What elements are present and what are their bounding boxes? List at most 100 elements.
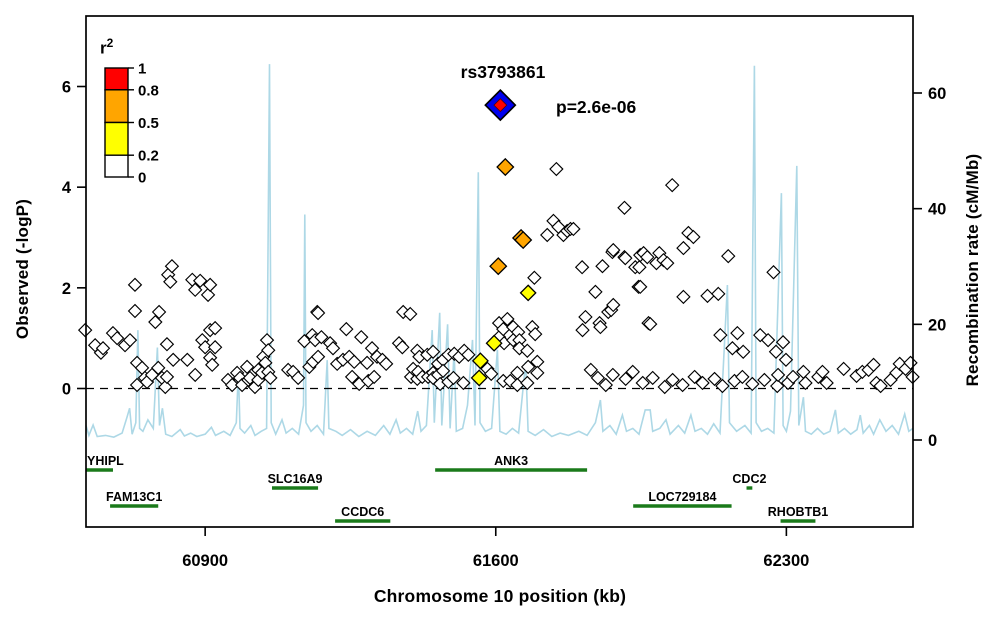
snp-point bbox=[617, 200, 632, 216]
snp-point bbox=[314, 329, 329, 345]
snp-point-r2-02-05 bbox=[470, 369, 488, 387]
snp-point bbox=[588, 284, 603, 300]
snp-point bbox=[461, 347, 476, 362]
gene-label-YHIPL: YHIPL bbox=[87, 454, 124, 468]
snp-point bbox=[686, 229, 701, 245]
snp-point bbox=[687, 369, 702, 385]
snp-point bbox=[640, 249, 655, 265]
snp-point bbox=[642, 316, 658, 332]
snp-point bbox=[158, 379, 173, 395]
snp-point-r2-05-08 bbox=[489, 257, 508, 276]
snp-point bbox=[578, 309, 593, 325]
snp-point bbox=[768, 344, 784, 359]
snp-point bbox=[378, 356, 394, 372]
y-left-tick-label-2: 2 bbox=[62, 280, 71, 298]
legend-label-0.2: 0.2 bbox=[138, 148, 159, 165]
snp-point bbox=[151, 360, 166, 376]
snp-point bbox=[339, 321, 354, 337]
snp-point bbox=[435, 363, 451, 379]
gene-label-LOC729184: LOC729184 bbox=[648, 490, 716, 504]
legend-label-0.8: 0.8 bbox=[138, 82, 159, 99]
snp-point bbox=[148, 314, 163, 330]
snp-point bbox=[618, 371, 633, 387]
snp-point bbox=[625, 364, 640, 380]
snp-point-r2-02-05 bbox=[485, 334, 503, 352]
snp-point bbox=[676, 240, 691, 256]
snp-point bbox=[180, 352, 195, 368]
snp-point bbox=[204, 357, 220, 373]
snp-point bbox=[520, 359, 536, 375]
y-right-tick-label-20: 20 bbox=[928, 316, 946, 334]
gene-label-ANK3: ANK3 bbox=[494, 454, 528, 468]
snp-point bbox=[819, 375, 834, 391]
snp-point bbox=[527, 270, 542, 285]
snp-point bbox=[766, 265, 781, 280]
snp-point bbox=[605, 367, 621, 383]
y-left-tick-label-0: 0 bbox=[62, 381, 71, 399]
snp-point bbox=[527, 326, 543, 342]
gene-label-SLC16A9: SLC16A9 bbox=[268, 472, 323, 486]
gene-label-CDC2: CDC2 bbox=[732, 472, 766, 486]
snp-point bbox=[735, 344, 751, 359]
snp-point bbox=[200, 287, 216, 303]
snp-point bbox=[263, 370, 278, 386]
snp-point bbox=[425, 344, 441, 359]
legend-swatch-2 bbox=[104, 121, 129, 156]
snp-point bbox=[770, 378, 785, 394]
snp-point bbox=[590, 370, 606, 386]
snp-point bbox=[159, 369, 175, 385]
snp-point bbox=[403, 306, 418, 322]
snp-point bbox=[598, 377, 613, 393]
snp-point bbox=[574, 259, 590, 275]
snp-point bbox=[695, 375, 710, 391]
snp-point bbox=[500, 311, 515, 327]
snp-point bbox=[354, 329, 369, 345]
snp-point bbox=[530, 365, 545, 381]
snp-point bbox=[713, 327, 728, 343]
snp-point bbox=[197, 340, 213, 355]
snp-point bbox=[606, 242, 621, 258]
gene-label-CCDC6: CCDC6 bbox=[341, 505, 384, 519]
snp-point bbox=[730, 325, 745, 341]
snp-point bbox=[635, 375, 650, 391]
snp-point-r2-05-08 bbox=[514, 230, 533, 250]
snp-point bbox=[127, 277, 143, 293]
legend-title: r2 bbox=[100, 36, 114, 58]
legend-swatch-0 bbox=[104, 67, 129, 91]
snp-point bbox=[735, 369, 750, 385]
snp-point bbox=[207, 320, 223, 336]
snp-point bbox=[261, 343, 276, 358]
snp-point-r2-02-05 bbox=[471, 352, 489, 370]
snp-point bbox=[675, 377, 690, 393]
snp-point bbox=[593, 319, 608, 335]
snp-point bbox=[836, 361, 851, 377]
gene-label-FAM13C1: FAM13C1 bbox=[106, 490, 162, 504]
snp-point bbox=[725, 341, 740, 356]
snp-point bbox=[310, 349, 326, 365]
snp-point bbox=[344, 369, 360, 385]
snp-point bbox=[540, 227, 555, 243]
snp-point bbox=[290, 370, 306, 386]
snp-point bbox=[127, 303, 143, 319]
plot-frame bbox=[85, 15, 914, 528]
snp-point bbox=[745, 376, 760, 392]
y-left-tick-label-6: 6 bbox=[62, 79, 71, 97]
snp-point bbox=[520, 375, 535, 391]
snp-point bbox=[583, 362, 599, 378]
snp-point bbox=[815, 364, 830, 380]
snp-point bbox=[618, 250, 633, 266]
snp-point bbox=[163, 274, 178, 290]
snp-point bbox=[207, 340, 223, 355]
snp-point bbox=[297, 333, 312, 349]
legend-swatch-3 bbox=[104, 154, 129, 178]
snp-point bbox=[785, 369, 801, 385]
snp-point bbox=[164, 258, 180, 274]
snp-point bbox=[187, 282, 203, 298]
snp-point bbox=[595, 258, 610, 274]
snp-point bbox=[657, 379, 672, 395]
y-right-tick-label-0: 0 bbox=[928, 432, 937, 450]
snp-point bbox=[757, 372, 772, 388]
snp-point bbox=[700, 288, 715, 304]
snp-point bbox=[165, 352, 181, 368]
